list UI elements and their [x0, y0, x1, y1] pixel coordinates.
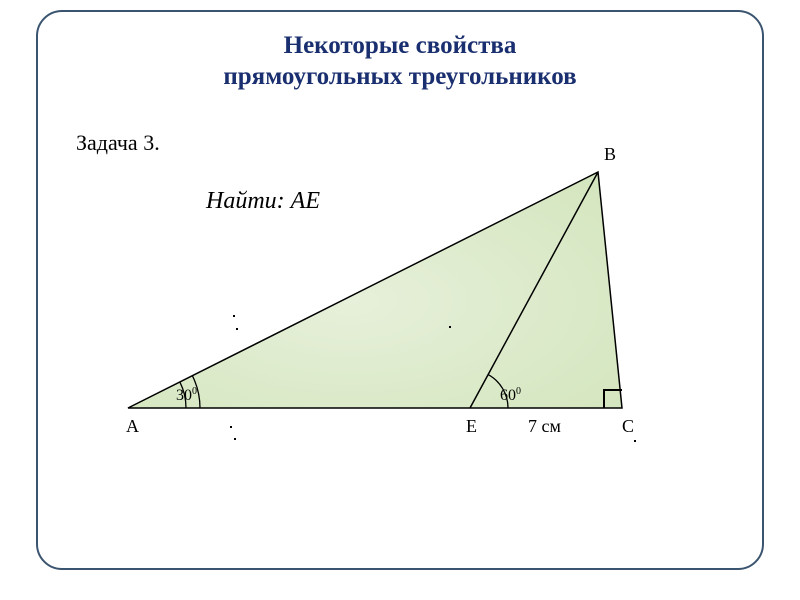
segment-ec-label: 7 см: [528, 416, 561, 436]
slide-frame: Некоторые свойства прямоугольных треугол…: [36, 10, 764, 570]
stray-dot: [233, 315, 235, 317]
vertex-label-c: С: [622, 416, 634, 436]
stray-dot: [236, 328, 238, 330]
vertex-label-b: В: [604, 144, 616, 164]
vertex-label-e: Е: [466, 416, 477, 436]
stray-dot: [230, 426, 232, 428]
stray-dot: [449, 326, 451, 328]
triangle-abc: [128, 172, 622, 408]
vertex-label-a: А: [126, 416, 139, 436]
triangle-diagram: А В С Е 300 600 7 см: [38, 12, 766, 572]
stray-dot: [634, 440, 636, 442]
stray-dot: [234, 438, 236, 440]
